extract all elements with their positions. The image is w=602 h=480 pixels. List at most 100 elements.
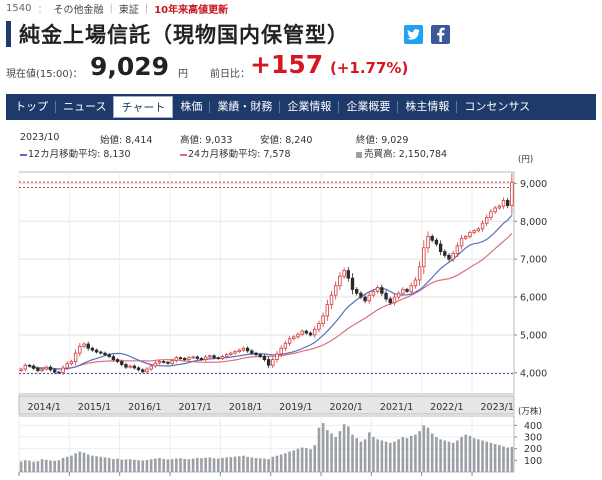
candle-body xyxy=(124,364,128,368)
open-label: 始値: xyxy=(100,135,123,146)
candle-body xyxy=(413,279,418,287)
volume-bar xyxy=(347,426,350,472)
x-axis-band xyxy=(18,395,515,415)
volume-bar xyxy=(284,453,287,472)
candle-body xyxy=(94,349,99,353)
volume-bar xyxy=(502,446,505,472)
volume-bar xyxy=(334,437,338,472)
volume-bar xyxy=(498,445,501,472)
volume-bar xyxy=(225,457,228,472)
twitter-icon[interactable] xyxy=(404,25,423,44)
price-chart[interactable]: 4,000 5,000 6,000 7,000 8,000 9,000 (円) 2014/1 2… xyxy=(0,150,602,480)
candle-body xyxy=(52,369,57,373)
volume-bar xyxy=(305,448,308,472)
volume-tick-label: 400 xyxy=(524,421,542,432)
candle-body xyxy=(283,342,288,349)
volume-bar xyxy=(456,440,459,472)
candle-body xyxy=(107,354,111,357)
candle-body xyxy=(308,332,313,336)
price-unit: 円 xyxy=(178,69,188,80)
candle-body xyxy=(195,356,199,359)
candle-body xyxy=(57,371,61,374)
twitter-bird-glyph xyxy=(407,29,420,40)
volume-bar xyxy=(128,459,132,472)
candle-body xyxy=(237,349,241,353)
volume-bar xyxy=(19,461,23,472)
price-unit-label: (円) xyxy=(518,155,533,165)
current-price-label: 現在値(15:00)： xyxy=(6,69,83,80)
volume-tick-label: 200 xyxy=(524,444,542,455)
candle-body xyxy=(132,365,137,369)
tab-1[interactable]: ニュース xyxy=(63,100,107,113)
volume-bar xyxy=(401,437,405,472)
x-tick-label: 2021/1 xyxy=(380,402,413,413)
tab-3[interactable]: 株価 xyxy=(180,100,203,113)
page-title: 純金上場信託（現物国内保管型） xyxy=(19,23,349,47)
candle-body xyxy=(78,345,82,354)
candle-body xyxy=(367,294,371,302)
candle-body xyxy=(292,336,296,340)
volume-bar xyxy=(32,461,35,472)
tab-7[interactable]: 株主情報 xyxy=(405,100,450,113)
meta-divider: | xyxy=(109,2,113,14)
volume-bar xyxy=(460,437,463,472)
volume-bar xyxy=(321,423,325,472)
volume-bar xyxy=(204,457,207,472)
volume-bar xyxy=(489,442,493,472)
tab-0[interactable]: トップ xyxy=(15,100,48,113)
candle-body xyxy=(136,367,141,371)
current-price: 9,029 xyxy=(90,52,170,81)
volume-bar xyxy=(82,452,86,472)
candle-body xyxy=(329,294,334,306)
volume-bar xyxy=(36,461,40,472)
tab-8[interactable]: コンセンサス xyxy=(464,100,531,113)
x-tick-label: 2014/1 xyxy=(27,402,60,413)
volume-bar xyxy=(191,458,195,472)
volume-bar xyxy=(338,431,342,472)
candle-body xyxy=(334,285,338,296)
candle-body xyxy=(464,236,468,239)
x-tick-label: 2018/1 xyxy=(229,402,262,413)
tab-5[interactable]: 企業情報 xyxy=(287,100,332,113)
candle-body xyxy=(401,289,405,294)
candle-body xyxy=(443,251,447,256)
stats-high: 高値: 9,033 xyxy=(180,132,232,146)
candle-body xyxy=(271,359,275,366)
candle-body xyxy=(182,358,187,360)
volume-bar xyxy=(405,438,409,472)
candle-body xyxy=(120,361,124,365)
volume-bar xyxy=(200,458,203,472)
volume-bar xyxy=(330,433,333,472)
candle-body xyxy=(325,304,330,317)
candle-body xyxy=(375,287,380,292)
volume-bar xyxy=(187,459,191,472)
volume-bar xyxy=(367,432,371,472)
social-links xyxy=(404,25,450,44)
volume-bar xyxy=(28,460,31,472)
candle-body xyxy=(44,366,48,370)
candle-body xyxy=(459,237,464,247)
facebook-icon[interactable] xyxy=(431,25,450,44)
candle-body xyxy=(187,357,191,360)
volume-bar xyxy=(279,454,283,472)
candle-body xyxy=(86,343,90,349)
volume-bar xyxy=(472,438,476,472)
tab-4[interactable]: 業績・財務 xyxy=(217,100,273,113)
candle-body xyxy=(262,356,267,360)
x-tick-label: 2022/1 xyxy=(430,402,463,413)
volume-bar xyxy=(384,441,388,472)
candle-body xyxy=(342,270,346,277)
volume-bar xyxy=(493,444,497,472)
candle-body xyxy=(338,275,342,287)
volume-bar xyxy=(179,458,182,472)
candle-body xyxy=(485,217,489,224)
volume-bar xyxy=(74,453,77,472)
candle-body xyxy=(451,253,455,260)
tab-2[interactable]: チャート xyxy=(113,96,174,118)
open-value: 8,414 xyxy=(125,135,153,146)
x-tick-label: 2020/1 xyxy=(329,402,362,413)
tab-6[interactable]: 企業概要 xyxy=(346,100,391,113)
volume-bar xyxy=(414,434,417,472)
candle-body xyxy=(275,353,279,360)
volume-bar xyxy=(481,440,484,472)
